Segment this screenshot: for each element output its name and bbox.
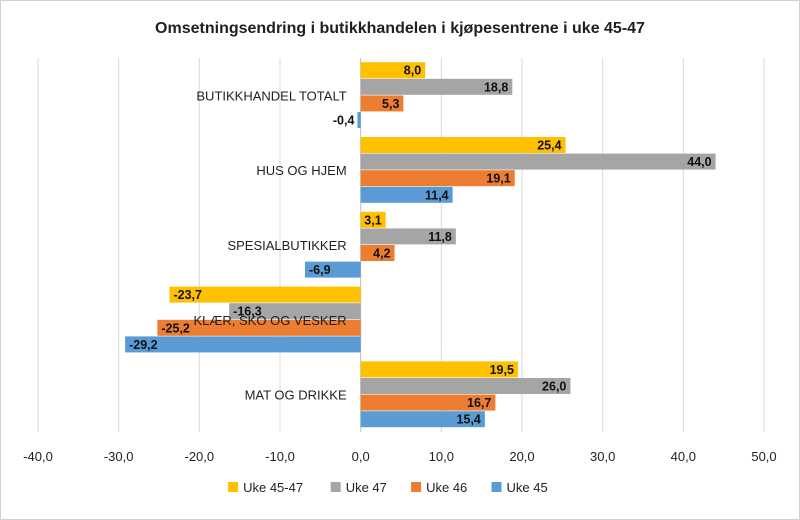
bar bbox=[357, 112, 361, 128]
data-label: 19,5 bbox=[490, 363, 514, 377]
legend-swatch bbox=[491, 482, 502, 492]
legend-label: Uke 47 bbox=[346, 480, 387, 495]
bar bbox=[360, 245, 395, 261]
x-axis-ticks: -40,0 -30,0 -20,0 -10,0 0,0 10,0 20,0 30,0 40,0 5… bbox=[23, 449, 776, 464]
legend-swatch bbox=[411, 482, 422, 492]
bar bbox=[360, 95, 404, 112]
bars bbox=[125, 62, 716, 428]
data-label: 3,1 bbox=[364, 213, 381, 227]
legend-swatch bbox=[330, 482, 341, 492]
data-label: -0,4 bbox=[333, 114, 355, 128]
legend: Uke 45-47 Uke 47 Uke 46 Uke 45 bbox=[228, 480, 548, 495]
data-label: 5,3 bbox=[382, 97, 399, 111]
bar bbox=[360, 186, 453, 203]
category-label: SPESIALBUTIKKER bbox=[227, 238, 346, 253]
legend-swatch bbox=[228, 482, 239, 492]
data-label: 25,4 bbox=[537, 139, 561, 153]
data-label: -29,2 bbox=[129, 338, 158, 352]
bar bbox=[360, 411, 485, 428]
bar bbox=[360, 78, 513, 95]
bar bbox=[360, 211, 386, 228]
data-label: 11,4 bbox=[425, 188, 449, 202]
bar bbox=[360, 228, 456, 245]
chart-title: Omsetningsendring i butikkhandelen i kjø… bbox=[155, 20, 645, 37]
bar bbox=[305, 261, 361, 278]
bar bbox=[360, 137, 566, 153]
data-label: -23,7 bbox=[173, 288, 202, 302]
data-label: 4,2 bbox=[373, 247, 390, 261]
x-tick-label: -40,0 bbox=[23, 449, 53, 464]
x-tick-label: 20,0 bbox=[509, 449, 534, 464]
data-label: -25,2 bbox=[161, 321, 190, 335]
bar bbox=[360, 170, 515, 187]
bar bbox=[125, 336, 361, 353]
bar bbox=[229, 303, 361, 320]
data-label: 19,1 bbox=[486, 172, 510, 186]
legend-label: Uke 45-47 bbox=[243, 480, 303, 495]
data-label: 44,0 bbox=[687, 155, 711, 169]
data-label: 11,8 bbox=[428, 230, 452, 244]
bar bbox=[157, 319, 361, 336]
x-tick-label: 10,0 bbox=[429, 449, 454, 464]
category-label: KLÆR, SKO OG VESKER bbox=[194, 313, 347, 328]
legend-label: Uke 46 bbox=[426, 480, 467, 495]
bar bbox=[169, 286, 361, 303]
bar bbox=[360, 378, 571, 394]
bar bbox=[360, 394, 496, 411]
x-tick-label: -20,0 bbox=[185, 449, 215, 464]
data-label: 8,0 bbox=[404, 64, 421, 78]
data-label: 18,8 bbox=[484, 80, 508, 94]
data-label: 16,7 bbox=[467, 396, 491, 410]
data-label: -6,9 bbox=[309, 263, 331, 277]
legend-label: Uke 45 bbox=[507, 480, 548, 495]
category-labels: BUTIKKHANDEL TOTALT HUS OG HJEM SPESIALBUT… bbox=[194, 88, 347, 402]
data-label: 26,0 bbox=[542, 380, 566, 394]
data-labels: 8,0 18,8 5,3 -0,4 25,4 44,0 19,1 11,4 3,1 11,8 4,2… bbox=[129, 64, 712, 427]
x-tick-label: -30,0 bbox=[104, 449, 134, 464]
category-label: BUTIKKHANDEL TOTALT bbox=[196, 88, 346, 103]
category-label: MAT OG DRIKKE bbox=[245, 388, 347, 403]
bar bbox=[360, 62, 426, 79]
x-tick-label: 0,0 bbox=[352, 449, 370, 464]
bar bbox=[360, 153, 716, 170]
category-label: HUS OG HJEM bbox=[256, 163, 346, 178]
x-tick-label: -10,0 bbox=[265, 449, 295, 464]
data-label: 15,4 bbox=[457, 413, 481, 427]
x-tick-label: 50,0 bbox=[751, 449, 776, 464]
data-label: -16,3 bbox=[233, 305, 262, 319]
x-tick-label: 30,0 bbox=[590, 449, 615, 464]
x-tick-label: 40,0 bbox=[671, 449, 696, 464]
bar bbox=[360, 361, 518, 378]
